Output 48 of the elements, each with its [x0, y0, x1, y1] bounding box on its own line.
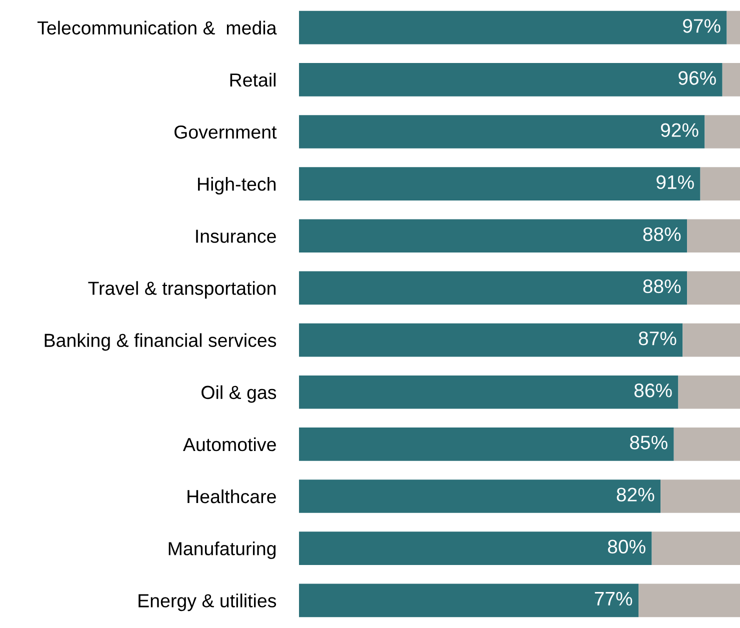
data-label: 92%: [660, 123, 698, 137]
data-label: 91%: [656, 175, 694, 190]
bar: [298, 428, 674, 461]
bar: [674, 428, 740, 461]
bar: [660, 480, 740, 513]
bar: [687, 271, 740, 305]
data-label: 87%: [638, 331, 676, 346]
bar: [682, 323, 740, 357]
bar: [298, 115, 705, 148]
bar: [638, 584, 740, 618]
y-tick-label: Automotive: [182, 437, 276, 452]
bar: [700, 167, 740, 200]
bar: [298, 532, 652, 565]
bar: [726, 10, 740, 44]
data-label: 77%: [594, 592, 632, 606]
y-tick-label: High-tech: [198, 177, 276, 194]
bar: [722, 63, 740, 96]
y-tick-label: Retail: [230, 72, 276, 87]
data-label: 88%: [643, 227, 681, 242]
bar: [678, 375, 740, 409]
bar: [298, 271, 688, 305]
bar: [298, 167, 700, 200]
bar: [298, 584, 639, 618]
data-label: 97%: [683, 19, 720, 33]
y-tick-label: Telecommunication & media: [37, 20, 277, 35]
bar: [704, 115, 740, 148]
y-tick-label: Energy & utilities: [138, 594, 276, 612]
data-label: 88%: [643, 279, 681, 294]
y-tick-label: Oil & gas: [202, 385, 276, 403]
y-tick-label: Manufaturing: [168, 542, 276, 560]
y-tick-label: Government: [174, 125, 277, 139]
bar: [298, 219, 688, 253]
y-tick-label: Insurance: [196, 230, 276, 243]
y-tick-label: Banking & financial services: [44, 333, 276, 351]
data-label: 96%: [678, 71, 716, 85]
data-label: 85%: [630, 436, 668, 450]
bar: [298, 10, 727, 44]
y-tick-label: Travel & transportation: [88, 281, 276, 299]
data-label: 86%: [634, 384, 672, 398]
bar: [298, 375, 678, 409]
bar: [298, 480, 661, 513]
data-label: 82%: [616, 488, 654, 502]
data-label: 80%: [608, 540, 646, 554]
y-tick-label: Healthcare: [188, 489, 276, 504]
bar: [687, 219, 740, 253]
bar: [298, 63, 722, 96]
bar: [298, 323, 683, 357]
bar: [652, 532, 740, 565]
